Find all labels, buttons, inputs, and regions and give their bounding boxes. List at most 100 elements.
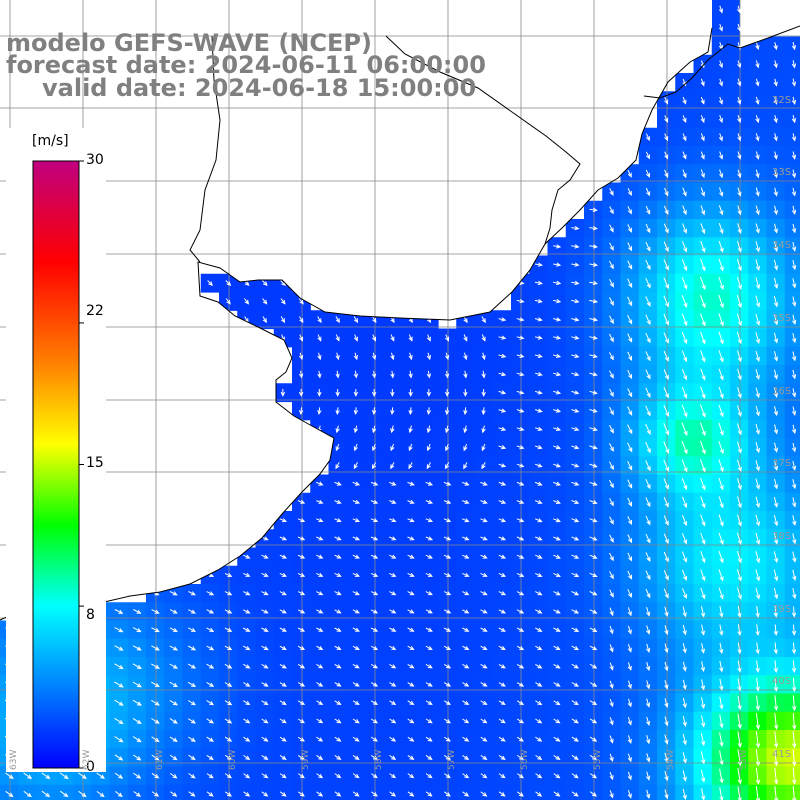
- wind-arrow-head: [791, 246, 797, 252]
- wind-arrow: [609, 516, 614, 524]
- wind-arrow-head: [427, 682, 433, 687]
- wind-arrow-head: [335, 318, 340, 324]
- lon-label-61w: 61W: [155, 749, 165, 770]
- wind-arrow-head: [391, 737, 397, 742]
- wind-arrow: [114, 663, 124, 669]
- wind-arrow-head: [737, 247, 742, 253]
- wind-arrow-head: [537, 609, 543, 614]
- wind-cell: [492, 784, 512, 800]
- wind-arrow-head: [682, 794, 687, 800]
- wind-arrow-head: [719, 339, 724, 345]
- wind-arrow-head: [792, 356, 797, 362]
- wind-cell: [219, 784, 238, 800]
- wind-arrow: [589, 754, 597, 760]
- wind-cell: [784, 638, 800, 658]
- wind-arrow: [756, 605, 759, 617]
- wind-arrow-head: [409, 536, 415, 541]
- wind-arrow-head: [464, 554, 470, 559]
- wind-arrow: [206, 609, 214, 614]
- wind-arrow: [609, 735, 614, 743]
- wind-arrow: [663, 241, 669, 252]
- wind-arrow-head: [700, 154, 705, 160]
- wind-arrow: [645, 552, 651, 562]
- wind-arrow-head: [172, 737, 178, 743]
- wind-arrow-head: [773, 338, 779, 344]
- wind-arrow: [681, 551, 687, 562]
- wind-arrow-head: [627, 227, 632, 233]
- wind-arrow-head: [118, 719, 124, 725]
- wind-arrow-head: [463, 373, 468, 379]
- wind-arrow: [243, 754, 250, 760]
- wind-arrow: [663, 423, 669, 435]
- wind-arrow-head: [372, 336, 377, 342]
- wind-arrow: [792, 296, 796, 306]
- wind-arrow-head: [317, 410, 322, 416]
- wind-arrow-head: [774, 539, 779, 545]
- wind-arrow: [645, 223, 651, 233]
- wind-arrow-head: [99, 792, 105, 798]
- wind-arrow: [627, 625, 632, 634]
- wind-arrow: [553, 554, 561, 559]
- wind-arrow-head: [573, 719, 579, 724]
- wind-arrow-head: [501, 481, 507, 486]
- wind-arrow-head: [537, 426, 543, 431]
- wind-arrow: [553, 372, 561, 376]
- wind-arrow: [261, 572, 268, 577]
- wind-arrow-head: [354, 664, 360, 669]
- wind-arrow-head: [426, 410, 432, 416]
- wind-arrow-head: [719, 576, 724, 582]
- wind-arrow-head: [627, 209, 632, 215]
- wind-arrow: [700, 532, 705, 544]
- wind-arrow: [663, 515, 669, 525]
- wind-arrow: [589, 591, 597, 596]
- wind-arrow-head: [682, 776, 687, 782]
- wind-arrow: [609, 333, 614, 342]
- wind-arrow-head: [191, 701, 196, 706]
- wind-arrow: [682, 661, 686, 671]
- wind-arrow: [664, 789, 668, 799]
- wind-arrow-head: [701, 431, 706, 437]
- wind-arrow-head: [701, 321, 706, 327]
- wind-arrow: [792, 223, 796, 233]
- wind-arrow-head: [299, 318, 304, 324]
- wind-arrow: [534, 609, 542, 614]
- wind-arrow: [60, 790, 68, 797]
- wind-arrow-head: [263, 572, 269, 577]
- wind-arrow-head: [427, 572, 433, 577]
- wind-arrow: [718, 532, 724, 545]
- wind-arrow-head: [391, 591, 397, 596]
- wind-arrow-head: [646, 429, 651, 435]
- wind-arrow: [737, 169, 741, 178]
- wind-arrow-head: [263, 554, 269, 559]
- wind-arrow-head: [791, 612, 797, 618]
- wind-arrow-head: [755, 81, 760, 87]
- wind-arrow-head: [574, 627, 580, 632]
- wind-arrow-head: [555, 609, 561, 614]
- wind-arrow-head: [682, 173, 687, 179]
- wind-arrow: [589, 463, 597, 468]
- wind-arrow: [737, 678, 741, 691]
- wind-arrow: [535, 700, 542, 705]
- wind-arrow-head: [482, 700, 488, 706]
- wind-arrow: [663, 551, 669, 562]
- wind-arrow-head: [409, 609, 415, 614]
- wind-arrow: [774, 424, 778, 434]
- wind-arrow-head: [646, 338, 651, 344]
- wind-arrow: [755, 731, 759, 748]
- wind-arrow-head: [646, 246, 651, 252]
- wind-arrow-head: [773, 612, 778, 618]
- wind-arrow: [628, 698, 632, 707]
- wind-arrow-head: [773, 686, 779, 692]
- wind-cell: [565, 784, 585, 800]
- wind-arrow-head: [519, 554, 525, 559]
- wind-arrow-head: [500, 755, 506, 760]
- wind-arrow-head: [336, 591, 342, 596]
- wind-arrow: [169, 736, 178, 742]
- wind-arrow: [664, 680, 668, 689]
- wind-arrow-head: [280, 391, 286, 397]
- wind-arrow-head: [773, 761, 779, 767]
- wind-arrow-head: [555, 445, 561, 450]
- wind-cell: [784, 456, 800, 476]
- wind-arrow: [719, 642, 723, 653]
- wind-arrow: [609, 698, 614, 707]
